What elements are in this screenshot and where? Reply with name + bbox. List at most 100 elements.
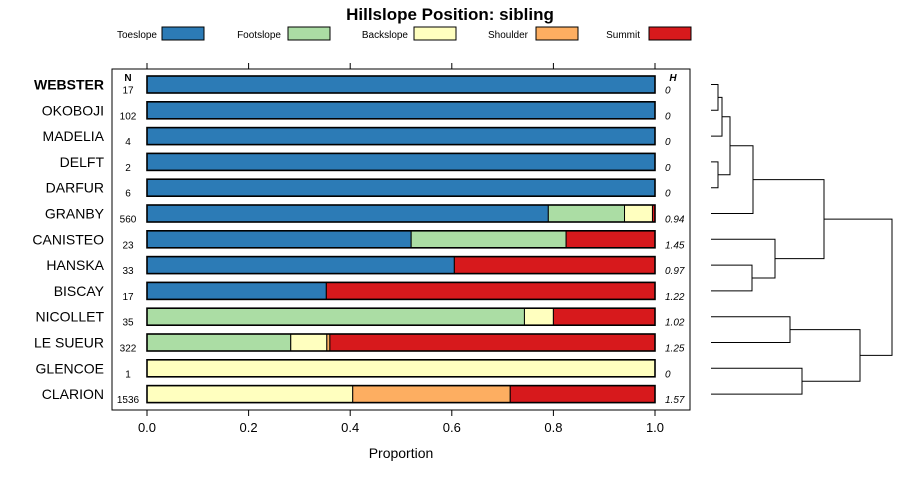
- dendrogram-branch: [711, 145, 754, 214]
- bar-outline: [146, 75, 656, 94]
- row-h-value: 1.57: [665, 395, 685, 406]
- bar-segment-footslope: [146, 333, 292, 352]
- n-column-header: N: [124, 73, 131, 84]
- row-label: HANSKA: [46, 257, 104, 273]
- bar-segment-summit: [325, 281, 656, 300]
- row-delft: DELFT 2 0: [60, 152, 671, 174]
- row-n-count: 33: [122, 266, 134, 277]
- bar-outline: [146, 101, 656, 120]
- row-n-count: 23: [122, 240, 134, 251]
- x-tick-label: 0.0: [138, 420, 156, 435]
- row-madelia: MADELIA 4 0: [43, 126, 671, 148]
- legend-label-toeslope: Toeslope: [117, 30, 157, 41]
- x-axis-label: Proportion: [369, 445, 434, 461]
- row-label: DELFT: [60, 154, 105, 170]
- bar-segment-toeslope: [146, 204, 549, 223]
- row-n-count: 35: [122, 318, 134, 329]
- row-label: WEBSTER: [34, 77, 104, 93]
- bar-segment-backslope: [290, 333, 328, 352]
- h-column-header: H: [669, 73, 677, 84]
- x-tick-label: 0.4: [341, 420, 359, 435]
- row-n-count: 102: [120, 111, 137, 122]
- row-n-count: 322: [120, 344, 137, 355]
- row-n-count: 17: [122, 86, 134, 97]
- dendrogram-branch: [718, 116, 731, 176]
- row-nicollet: NICOLLET 35 1.02: [36, 307, 685, 329]
- x-tick-label: 0.2: [240, 420, 258, 435]
- row-label: LE SUEUR: [34, 335, 104, 351]
- bar-segment-summit: [552, 307, 656, 326]
- dendrogram-branch: [711, 84, 719, 111]
- row-label: CANISTEO: [32, 231, 104, 247]
- row-n-count: 17: [122, 292, 134, 303]
- row-h-value: 1.22: [665, 292, 685, 303]
- row-glencoe: GLENCOE 1 0: [36, 358, 671, 380]
- bar-segment-summit: [329, 333, 656, 352]
- x-tick-label: 0.6: [443, 420, 461, 435]
- row-h-value: 0.97: [665, 266, 685, 277]
- row-label: BISCAY: [54, 283, 105, 299]
- x-axis: 0.0 0.2 0.4 0.6 0.8 1.0: [138, 63, 664, 435]
- dendrogram-branch: [790, 329, 861, 382]
- row-label: CLARION: [42, 386, 104, 402]
- x-tick-label: 0.8: [544, 420, 562, 435]
- legend-swatch-toeslope: [161, 26, 205, 41]
- dendrogram-branch: [711, 96, 723, 137]
- bar-segment-shoulder: [352, 385, 511, 404]
- dendrogram-branch: [711, 264, 753, 292]
- row-label: NICOLLET: [36, 309, 105, 325]
- bar-segment-backslope: [624, 204, 653, 223]
- row-granby: GRANBY 560 0.94: [45, 204, 685, 226]
- bar-segment-toeslope: [146, 127, 656, 146]
- bar-segment-toeslope: [146, 75, 656, 94]
- bar-segment-toeslope: [146, 152, 656, 171]
- bar-segment-summit: [509, 385, 656, 404]
- bar-outline: [146, 281, 656, 301]
- row-le-sueur: LE SUEUR 322 1.25: [34, 333, 685, 355]
- row-h-value: 0: [665, 111, 671, 122]
- bar-segment-backslope: [146, 359, 656, 378]
- row-n-count: 2: [125, 163, 131, 174]
- row-hanska: HANSKA 33 0.97: [46, 255, 685, 277]
- legend-label-backslope: Backslope: [362, 30, 409, 41]
- bar-outline: [146, 384, 656, 404]
- row-h-value: 1.02: [665, 318, 685, 329]
- legend: Toeslope Footslope Backslope Shoulder Summit: [117, 26, 692, 41]
- row-n-count: 1536: [117, 395, 140, 406]
- row-n-count: 4: [125, 137, 131, 148]
- legend-label-shoulder: Shoulder: [488, 30, 529, 41]
- row-h-value: 0: [665, 189, 671, 200]
- dendrogram-branch: [711, 238, 776, 279]
- bar-segment-toeslope: [146, 256, 455, 275]
- legend-label-footslope: Footslope: [237, 30, 281, 41]
- row-canisteo: CANISTEO 23 1.45: [32, 230, 685, 251]
- row-clarion: CLARION 1536 1.57: [42, 384, 685, 406]
- bar-segment-backslope: [523, 307, 554, 326]
- bar-outline: [146, 126, 656, 146]
- row-label: OKOBOJI: [42, 102, 104, 118]
- row-n-count: 6: [125, 189, 131, 200]
- bar-segment-toeslope: [146, 281, 327, 300]
- row-n-count: 560: [120, 215, 137, 226]
- row-label: GRANBY: [45, 206, 105, 222]
- legend-label-summit: Summit: [606, 30, 640, 41]
- legend-swatch-footslope: [287, 26, 331, 41]
- bar-segment-toeslope: [146, 101, 656, 120]
- row-okoboji: OKOBOJI 102 0: [42, 101, 671, 122]
- chart-title: Hillslope Position: sibling: [346, 5, 554, 24]
- bar-outline: [146, 204, 656, 223]
- row-h-value: 0: [665, 163, 671, 174]
- legend-swatch-backslope: [413, 26, 457, 41]
- bar-segment-summit: [453, 256, 656, 275]
- dendrogram-branch: [824, 218, 893, 356]
- legend-swatch-summit: [648, 26, 692, 41]
- bar-outline: [146, 178, 656, 197]
- plot-panel: [111, 68, 691, 411]
- row-h-value: 1.45: [665, 240, 685, 251]
- row-h-value: 0: [665, 137, 671, 148]
- bar-outline: [146, 152, 656, 172]
- bar-segment-footslope: [547, 204, 626, 223]
- dendrogram-branch: [711, 161, 719, 189]
